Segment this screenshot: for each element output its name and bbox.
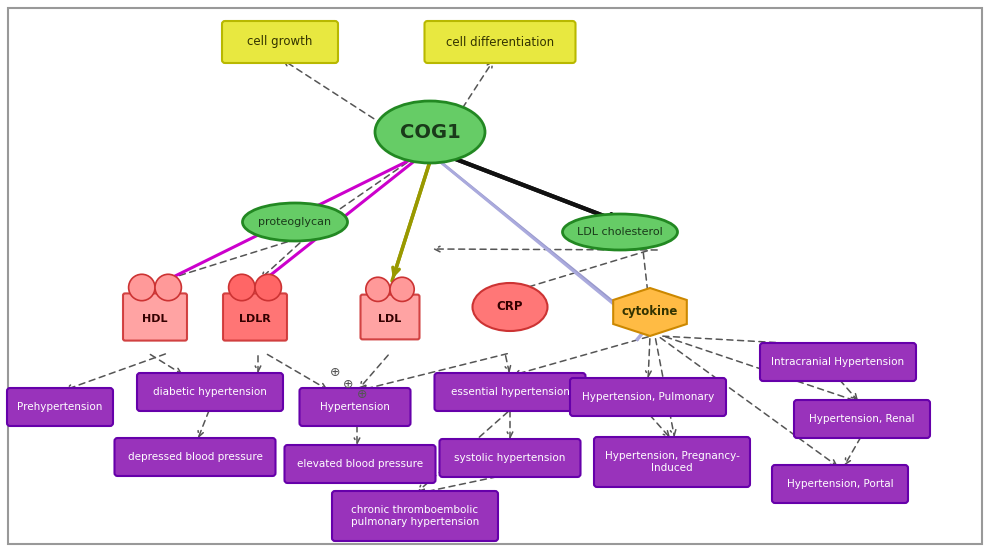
Text: COG1: COG1 [400, 123, 460, 141]
Text: LDL: LDL [378, 314, 402, 324]
FancyBboxPatch shape [123, 294, 187, 341]
FancyBboxPatch shape [772, 465, 908, 503]
FancyBboxPatch shape [300, 388, 411, 426]
Ellipse shape [243, 203, 347, 241]
Text: elevated blood pressure: elevated blood pressure [297, 459, 423, 469]
Text: LDL cholesterol: LDL cholesterol [577, 227, 663, 237]
Ellipse shape [562, 214, 677, 250]
FancyBboxPatch shape [570, 378, 726, 416]
Circle shape [255, 274, 281, 301]
FancyBboxPatch shape [137, 373, 283, 411]
FancyBboxPatch shape [794, 400, 930, 438]
Text: ⊕: ⊕ [343, 378, 353, 390]
FancyBboxPatch shape [284, 445, 436, 483]
Text: Hypertension: Hypertension [320, 402, 390, 412]
Text: HDL: HDL [143, 314, 167, 324]
Circle shape [129, 274, 155, 301]
Text: ⊕: ⊕ [356, 388, 367, 401]
Text: depressed blood pressure: depressed blood pressure [128, 452, 262, 462]
FancyBboxPatch shape [594, 437, 750, 487]
Text: Hypertension, Pregnancy-
Induced: Hypertension, Pregnancy- Induced [605, 451, 740, 473]
FancyBboxPatch shape [440, 439, 580, 477]
Text: Hypertension, Portal: Hypertension, Portal [787, 479, 893, 489]
FancyBboxPatch shape [223, 294, 287, 341]
Text: ⊕: ⊕ [330, 365, 341, 379]
Text: Prehypertension: Prehypertension [17, 402, 103, 412]
FancyBboxPatch shape [115, 438, 275, 476]
Text: Intracranial Hypertension: Intracranial Hypertension [771, 357, 905, 367]
Circle shape [155, 274, 181, 301]
FancyBboxPatch shape [435, 373, 585, 411]
Circle shape [390, 277, 414, 301]
Text: proteoglycan: proteoglycan [258, 217, 332, 227]
Text: diabetic hypertension: diabetic hypertension [153, 387, 267, 397]
FancyBboxPatch shape [8, 8, 982, 544]
Text: Hypertension, Renal: Hypertension, Renal [809, 414, 915, 424]
FancyBboxPatch shape [7, 388, 113, 426]
Text: cell differentiation: cell differentiation [446, 35, 554, 49]
Text: CRP: CRP [497, 300, 524, 314]
Circle shape [229, 274, 255, 301]
Text: cell growth: cell growth [248, 35, 313, 49]
Text: systolic hypertension: systolic hypertension [454, 453, 565, 463]
FancyBboxPatch shape [222, 21, 338, 63]
Ellipse shape [375, 101, 485, 163]
Text: chronic thromboembolic
pulmonary hypertension: chronic thromboembolic pulmonary hyperte… [350, 505, 479, 527]
FancyBboxPatch shape [425, 21, 575, 63]
Text: essential hypertension: essential hypertension [450, 387, 569, 397]
FancyBboxPatch shape [332, 491, 498, 541]
FancyBboxPatch shape [760, 343, 916, 381]
FancyBboxPatch shape [360, 295, 420, 339]
Text: cytokine: cytokine [622, 305, 678, 319]
Ellipse shape [472, 283, 547, 331]
Text: Hypertension, Pulmonary: Hypertension, Pulmonary [582, 392, 714, 402]
Text: LDLR: LDLR [240, 314, 271, 324]
Polygon shape [613, 288, 687, 336]
Circle shape [365, 277, 390, 301]
